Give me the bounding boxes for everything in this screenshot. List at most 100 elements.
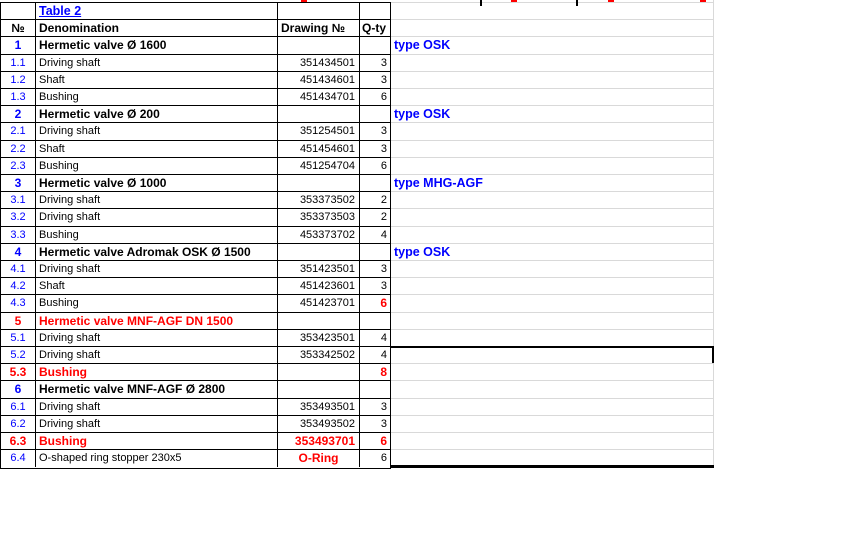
annotation-cell[interactable]: type MHG-AGF	[394, 176, 483, 190]
annotation-cell[interactable]: type OSK	[394, 244, 451, 259]
cell-denomination[interactable]: Bushing	[36, 226, 278, 243]
cell-drawing[interactable]: 353493501	[278, 398, 360, 415]
cell-no[interactable]: 3.3	[1, 226, 36, 243]
cell-no[interactable]: 5.1	[1, 329, 36, 346]
cell-drawing[interactable]: 351423501	[278, 261, 360, 278]
cell-denomination[interactable]: Driving shaft	[36, 192, 278, 209]
cell-drawing[interactable]: 451423701	[278, 295, 360, 312]
cell-drawing[interactable]	[278, 175, 360, 192]
cell-qty[interactable]	[360, 106, 390, 122]
cell-denomination[interactable]: O-shaped ring stopper 230x5	[36, 450, 278, 468]
cell-drawing[interactable]	[278, 364, 360, 381]
cell-denomination[interactable]: Driving shaft	[36, 123, 278, 140]
cell-drawing[interactable]: 451434701	[278, 89, 360, 106]
cell-qty[interactable]	[360, 313, 390, 329]
cell-qty[interactable]: 4	[380, 228, 387, 241]
cell-denomination[interactable]: Bushing	[36, 157, 278, 174]
cell-denomination[interactable]: Driving shaft	[36, 54, 278, 71]
cell-denomination[interactable]: Hermetic valve Adromak OSK Ø 1500	[36, 243, 278, 260]
cell-no[interactable]: 6.4	[1, 450, 36, 468]
cell-qty[interactable]: 6	[380, 452, 387, 465]
cell-denomination[interactable]: Hermetic valve Ø 200	[36, 106, 278, 123]
header-qty[interactable]: Q-ty	[362, 21, 386, 36]
cell-qty[interactable]: 3	[380, 56, 387, 69]
cell-drawing[interactable]: 353342502	[278, 347, 360, 364]
cell-no[interactable]: 4.3	[1, 295, 36, 312]
cell-qty[interactable]: 3	[380, 263, 387, 275]
cell-drawing[interactable]: 353493701	[278, 433, 360, 450]
cell-qty[interactable]: 3	[380, 142, 387, 155]
cell-no[interactable]: 1.2	[1, 71, 36, 88]
cell-drawing[interactable]: 353493502	[278, 415, 360, 432]
cell-empty[interactable]	[360, 3, 390, 19]
cell-drawing[interactable]: 451454601	[278, 140, 360, 157]
header-drawing[interactable]: Drawing №	[278, 20, 360, 37]
cell-denomination[interactable]: Hermetic valve Ø 1600	[36, 37, 278, 54]
cell-qty[interactable]: 3	[380, 73, 387, 86]
cell-drawing[interactable]: 353373503	[278, 209, 360, 226]
cell-qty[interactable]: 3	[380, 125, 387, 138]
cell-no[interactable]: 6.1	[1, 398, 36, 415]
cell-drawing[interactable]: 451254704	[278, 157, 360, 174]
cell-denomination[interactable]: Driving shaft	[36, 347, 278, 364]
cell-denomination[interactable]: Shaft	[36, 71, 278, 88]
cell-denomination[interactable]: Bushing	[36, 433, 278, 450]
cell-drawing[interactable]: 353423501	[278, 329, 360, 346]
cell-no[interactable]: 5	[1, 312, 36, 329]
cell-denomination[interactable]: Hermetic valve MNF-AGF Ø 2800	[36, 381, 278, 398]
cell-denomination[interactable]: Driving shaft	[36, 415, 278, 432]
cell-qty[interactable]: 2	[380, 211, 387, 224]
cell-no[interactable]: 3	[1, 175, 36, 192]
cell-qty[interactable]	[360, 381, 390, 397]
cell-no[interactable]: 2.3	[1, 157, 36, 174]
cell-no[interactable]: 4	[1, 243, 36, 260]
annotation-cell[interactable]: type OSK	[394, 38, 451, 53]
cell-no[interactable]: 2.2	[1, 140, 36, 157]
cell-no[interactable]: 4.2	[1, 278, 36, 295]
cell-denomination[interactable]: Driving shaft	[36, 329, 278, 346]
cell-denomination[interactable]: Bushing	[36, 295, 278, 312]
cell-qty[interactable]	[360, 37, 390, 53]
cell-drawing[interactable]: 451434601	[278, 71, 360, 88]
cell-no[interactable]: 6	[1, 381, 36, 398]
cell-empty[interactable]	[1, 3, 36, 20]
cell-no[interactable]: 5.2	[1, 347, 36, 364]
cell-empty[interactable]	[278, 3, 360, 20]
cell-qty[interactable]: 6	[380, 91, 387, 103]
cell-qty[interactable]: 6	[380, 296, 387, 311]
cell-denomination[interactable]: Bushing	[36, 364, 278, 381]
cell-drawing[interactable]	[278, 381, 360, 398]
cell-drawing[interactable]: 353373502	[278, 192, 360, 209]
cell-qty[interactable]	[360, 175, 390, 191]
cell-drawing[interactable]	[278, 243, 360, 260]
cell-qty[interactable]	[360, 244, 390, 260]
cell-denomination[interactable]: Shaft	[36, 140, 278, 157]
cell-denomination[interactable]: Bushing	[36, 89, 278, 106]
cell-denomination[interactable]: Driving shaft	[36, 209, 278, 226]
header-denomination[interactable]: Denomination	[36, 20, 278, 37]
cell-no[interactable]: 6.2	[1, 415, 36, 432]
cell-no[interactable]: 3.1	[1, 192, 36, 209]
table-title[interactable]: Table 2	[36, 3, 278, 20]
cell-qty[interactable]: 2	[380, 194, 387, 207]
cell-drawing[interactable]: 451423601	[278, 278, 360, 295]
cell-qty[interactable]: 3	[380, 280, 387, 293]
cell-qty[interactable]: 3	[380, 400, 387, 413]
header-no[interactable]: №	[1, 20, 36, 37]
cell-denomination[interactable]: Driving shaft	[36, 261, 278, 278]
cell-drawing[interactable]: O-Ring	[278, 450, 360, 468]
cell-qty[interactable]: 6	[380, 434, 387, 448]
cell-qty[interactable]: 8	[380, 365, 387, 380]
cell-qty[interactable]: 4	[380, 349, 387, 361]
cell-no[interactable]: 1.1	[1, 54, 36, 71]
cell-qty[interactable]: 6	[380, 159, 387, 172]
cell-qty[interactable]: 3	[380, 417, 387, 430]
cell-no[interactable]: 2	[1, 106, 36, 123]
cell-no[interactable]: 4.1	[1, 261, 36, 278]
cell-no[interactable]: 1.3	[1, 89, 36, 106]
cell-drawing[interactable]: 453373702	[278, 226, 360, 243]
cell-denomination[interactable]: Shaft	[36, 278, 278, 295]
cell-no[interactable]: 2.1	[1, 123, 36, 140]
cell-no[interactable]: 6.3	[1, 433, 36, 450]
cell-no[interactable]: 1	[1, 37, 36, 54]
